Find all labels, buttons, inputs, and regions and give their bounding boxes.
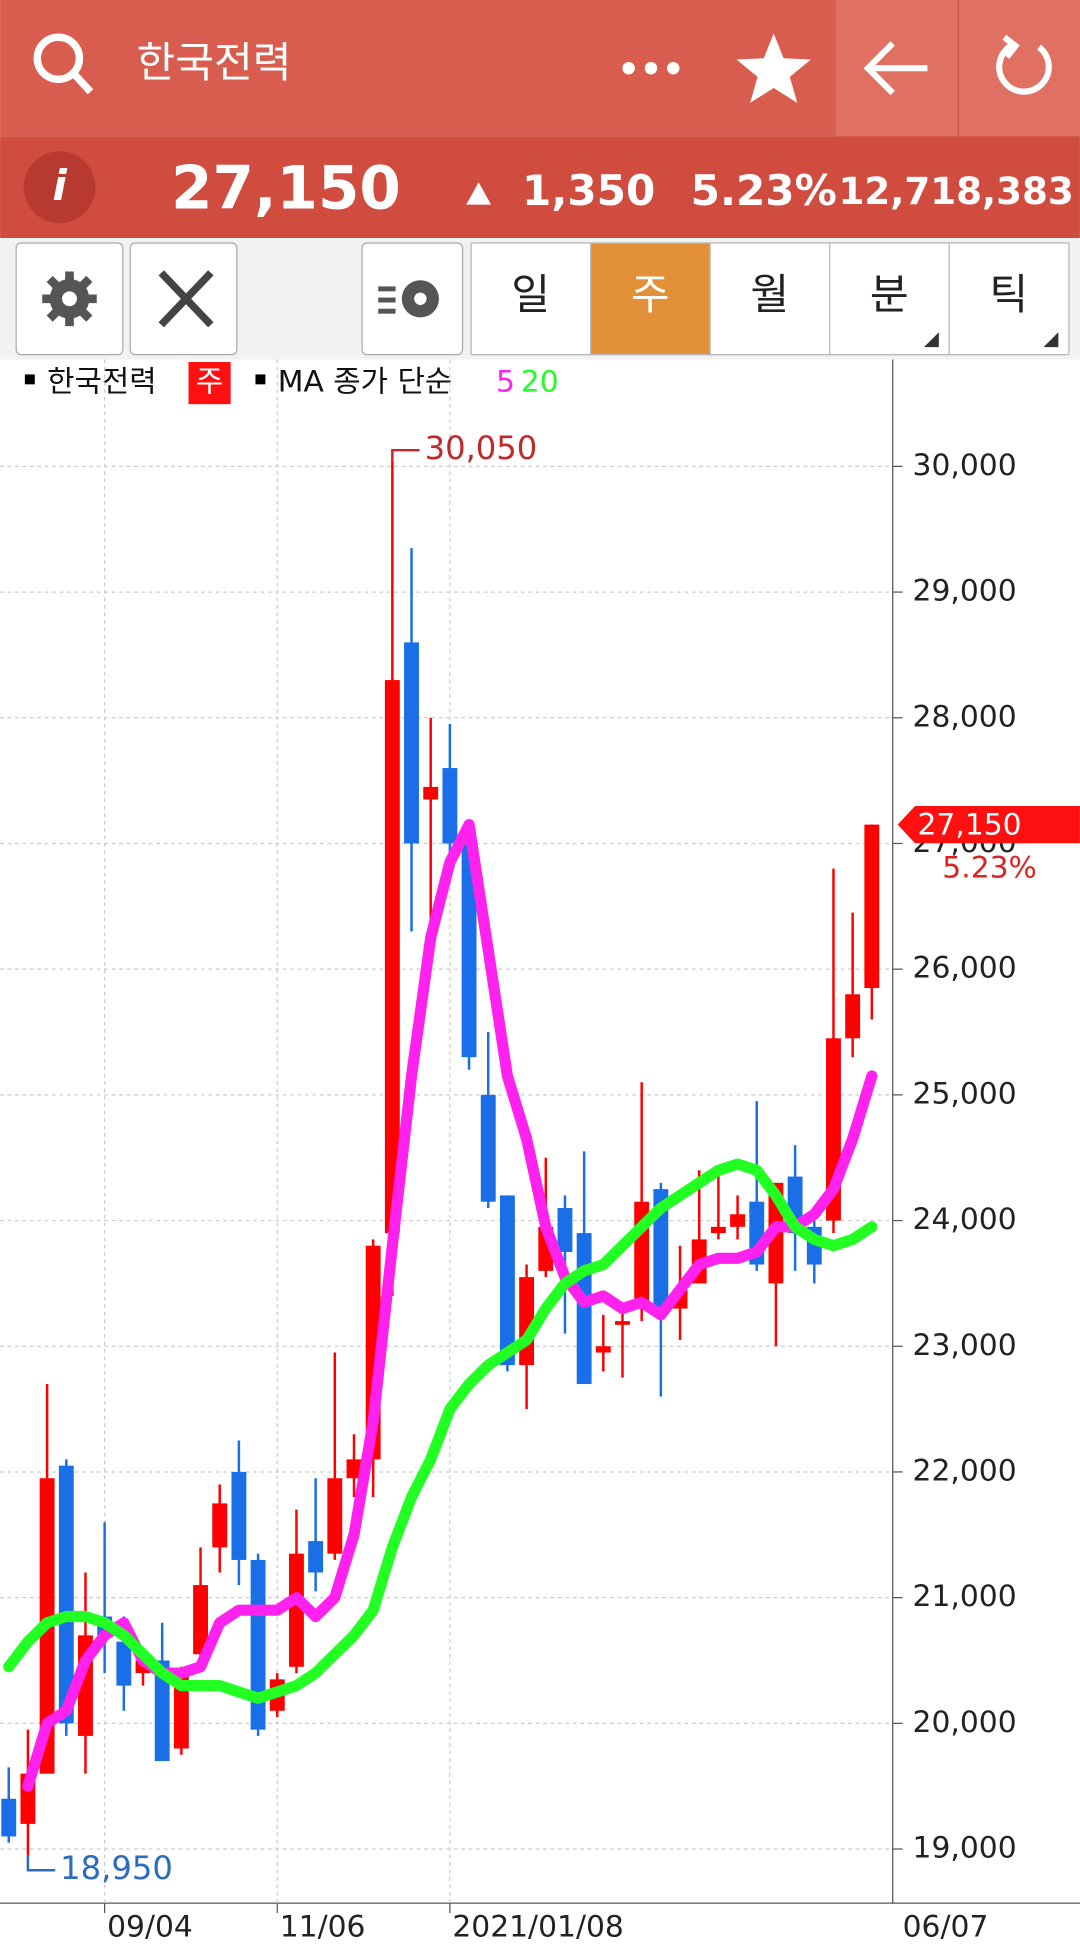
- y-tick-label: 29,000: [913, 574, 1017, 609]
- legend-ma: MA 종가 단순: [278, 365, 452, 400]
- refresh-icon[interactable]: [996, 34, 1052, 95]
- up-triangle: [466, 182, 492, 205]
- current-price-label: 27,150: [918, 807, 1022, 842]
- candle-body: [346, 1459, 362, 1479]
- candle-body: [845, 994, 861, 1039]
- y-tick-label: 23,000: [913, 1328, 1017, 1363]
- tab[interactable]: [829, 242, 950, 356]
- tab[interactable]: [948, 242, 1070, 356]
- candle-body: [212, 1503, 228, 1548]
- candle-body: [173, 1673, 189, 1749]
- annotation-label: 30,050: [425, 429, 538, 467]
- volume: 12,718,383: [838, 169, 1073, 213]
- annotation-label: 18,950: [60, 1849, 173, 1887]
- quote-bar: [0, 136, 1080, 239]
- candle-body: [442, 768, 458, 844]
- candle-body: [193, 1585, 208, 1655]
- current-change-label: 5.23%: [942, 851, 1037, 886]
- info-button[interactable]: [23, 151, 96, 224]
- y-tick-label: 30,000: [913, 448, 1017, 483]
- candle-body: [250, 1559, 266, 1730]
- legend-marker: [24, 374, 35, 385]
- x-tick-label: 11/06: [280, 1909, 366, 1944]
- y-tick-label: 24,000: [913, 1202, 1017, 1237]
- tab-label: 주: [631, 270, 670, 319]
- y-tick-label: 21,000: [913, 1579, 1017, 1614]
- candle-body: [154, 1660, 170, 1762]
- candle-body: [384, 680, 400, 1234]
- candle-body: [404, 642, 419, 844]
- tab-label: 일: [511, 270, 550, 319]
- candle-body: [308, 1541, 324, 1573]
- tools-icon: [158, 270, 214, 328]
- change: 1,350: [522, 166, 655, 215]
- candle-body: [116, 1641, 132, 1686]
- candle-body: [231, 1471, 247, 1560]
- info-icon: i: [52, 161, 67, 210]
- candle-body: [461, 843, 477, 1058]
- candle-body: [423, 786, 439, 800]
- y-tick-label: 22,000: [913, 1453, 1017, 1488]
- candle-body: [710, 1226, 726, 1234]
- ma-line: [3, 1158, 878, 1704]
- y-tick-label: 26,000: [913, 951, 1017, 986]
- candle-body: [480, 1094, 496, 1202]
- tab[interactable]: [590, 242, 711, 356]
- legend-ma-period: 20: [521, 365, 559, 400]
- candle-body: [576, 1233, 592, 1384]
- y-tick-label: 20,000: [913, 1705, 1017, 1740]
- candle-body: [615, 1321, 630, 1325]
- search-icon[interactable]: [33, 33, 94, 95]
- candle-body: [653, 1189, 669, 1315]
- candle-body: [595, 1346, 611, 1353]
- tab-label: 분: [870, 270, 909, 319]
- legend-period-badge: [188, 362, 231, 405]
- annotation-arrow: [26, 1855, 56, 1872]
- candle-body: [864, 824, 880, 989]
- y-tick-label: 25,000: [913, 1076, 1017, 1111]
- gear-icon: [42, 271, 97, 327]
- x-tick-label: 09/04: [107, 1909, 193, 1944]
- change-pct: 5.23%: [691, 166, 837, 215]
- last-date: 06/07: [903, 1909, 989, 1944]
- y-tick-label: 28,000: [913, 699, 1017, 734]
- search-text[interactable]: 한국전력: [136, 38, 291, 87]
- candle-body: [499, 1195, 515, 1366]
- x-tick-label: 2021/01/08: [452, 1909, 623, 1944]
- legend-ma-period: 5: [496, 365, 515, 400]
- annotation-arrow: [391, 448, 420, 461]
- tab-label: 월: [750, 270, 789, 319]
- y-tick-label: 19,000: [913, 1831, 1017, 1866]
- current-price-badge: [897, 806, 1080, 844]
- back-icon[interactable]: [863, 41, 928, 96]
- more-icon[interactable]: [622, 61, 680, 75]
- candle-body: [557, 1207, 573, 1252]
- tab-label: 틱: [989, 270, 1028, 319]
- legend-marker: [255, 374, 266, 385]
- tab[interactable]: [709, 242, 831, 356]
- candle-body: [327, 1478, 343, 1554]
- price: 27,150: [171, 154, 401, 223]
- indicator-icon: [378, 280, 439, 318]
- candle-body: [58, 1465, 74, 1724]
- legend-period: 주: [196, 365, 223, 400]
- candle-body: [730, 1214, 746, 1227]
- legend-name: 한국전력: [47, 365, 156, 400]
- candle-body: [1, 1798, 17, 1837]
- candle-body: [289, 1553, 304, 1667]
